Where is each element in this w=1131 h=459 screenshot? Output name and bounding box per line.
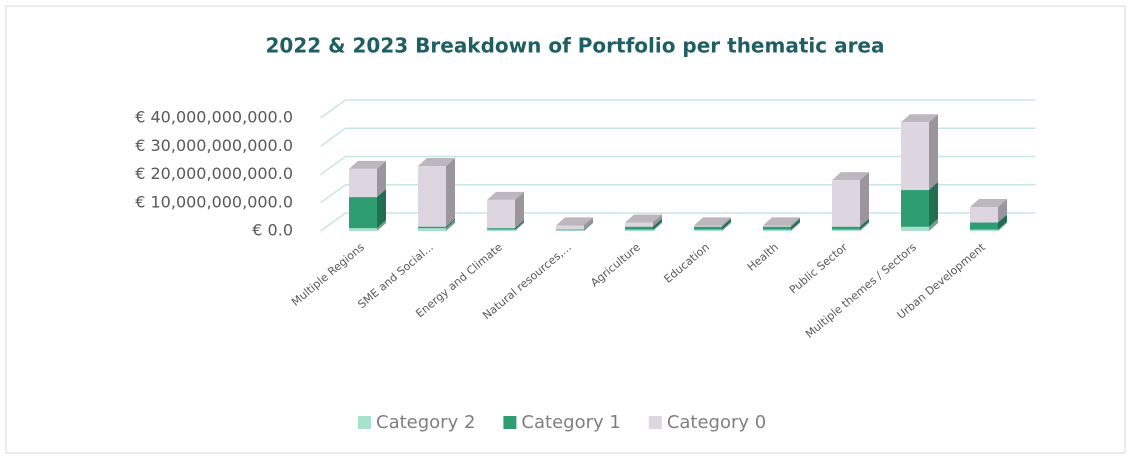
bar: [832, 229, 860, 231]
bar: [418, 228, 446, 231]
bar-side: [998, 221, 1007, 231]
bar: [901, 190, 929, 227]
bar-side: [377, 220, 386, 231]
bar-side: [722, 218, 731, 230]
bar: [970, 229, 998, 231]
legend-label: Category 1: [521, 412, 620, 433]
legend-swatch: [648, 416, 662, 429]
bar: [694, 229, 722, 231]
bar: [832, 180, 860, 227]
bar-side: [584, 217, 593, 230]
bar-side: [515, 191, 524, 229]
bar: [694, 225, 722, 227]
legend-label: Category 0: [667, 412, 766, 433]
bar-top: [556, 217, 593, 226]
grid-line: [320, 99, 1036, 119]
bar: [970, 222, 998, 230]
bar: [625, 222, 653, 227]
bar-side: [791, 221, 800, 231]
bar-top: [487, 191, 524, 200]
bar: [487, 199, 515, 229]
bar: [901, 226, 929, 231]
bar: [349, 228, 377, 231]
bar-side: [377, 189, 386, 229]
y-tick-label: € 10,000,000,000.0: [135, 192, 293, 211]
bar: [763, 229, 791, 231]
bar-side: [791, 217, 800, 227]
y-tick-label: € 0.0: [252, 221, 293, 240]
bar-top: [763, 217, 800, 226]
bar-side: [653, 214, 662, 227]
bar: [763, 226, 791, 230]
bar-side: [584, 221, 593, 231]
bar-side: [791, 218, 800, 230]
bar-side: [584, 222, 593, 231]
bar: [625, 229, 653, 231]
bar-top: [418, 158, 455, 167]
bar: [970, 206, 998, 223]
bar-side: [377, 160, 386, 198]
bar-side: [722, 221, 731, 231]
bar: [487, 229, 515, 231]
legend-swatch: [358, 416, 371, 429]
bar-top: [832, 172, 869, 181]
bar: [556, 225, 584, 230]
bar-side: [929, 114, 938, 191]
bar-side: [653, 218, 662, 230]
bar: [556, 230, 584, 231]
bar: [694, 226, 722, 230]
bar-top: [970, 198, 1007, 207]
bar-side: [860, 218, 869, 230]
bar-side: [929, 182, 938, 227]
bar: [487, 228, 515, 230]
bar: [556, 229, 584, 231]
bar-top: [694, 217, 731, 226]
y-tick-label: € 20,000,000,000.0: [135, 164, 293, 183]
legend-label: Category 2: [376, 412, 475, 433]
bar: [625, 226, 653, 230]
bar-side: [515, 221, 524, 231]
bar: [418, 226, 446, 229]
grid-line: [320, 212, 1036, 232]
bar: [763, 225, 791, 227]
bar-side: [929, 218, 938, 231]
bar-side: [515, 220, 524, 230]
bar-side: [860, 221, 869, 231]
bar: [901, 122, 929, 191]
bar-side: [653, 221, 662, 231]
bar: [418, 166, 446, 227]
y-tick-label: € 30,000,000,000.0: [135, 136, 293, 155]
bar-side: [722, 217, 731, 227]
bar: [349, 168, 377, 198]
grid-line: [320, 127, 1036, 147]
bar-top: [625, 214, 662, 223]
bar: [349, 197, 377, 229]
bar-side: [446, 158, 455, 227]
bar-side: [446, 218, 455, 229]
legend-swatch: [503, 416, 517, 429]
bar: [832, 226, 860, 230]
bar-side: [998, 214, 1007, 230]
grid-line: [320, 155, 1036, 176]
chart-title: 2022 & 2023 Breakdown of Portfolio per t…: [265, 34, 884, 58]
bar-side: [998, 198, 1007, 223]
bar-side: [446, 220, 455, 231]
bar-top: [901, 114, 938, 123]
y-tick-label: € 40,000,000,000.0: [135, 108, 293, 127]
grid-line: [320, 184, 1036, 204]
bar-side: [860, 172, 869, 227]
bar-top: [349, 160, 386, 169]
